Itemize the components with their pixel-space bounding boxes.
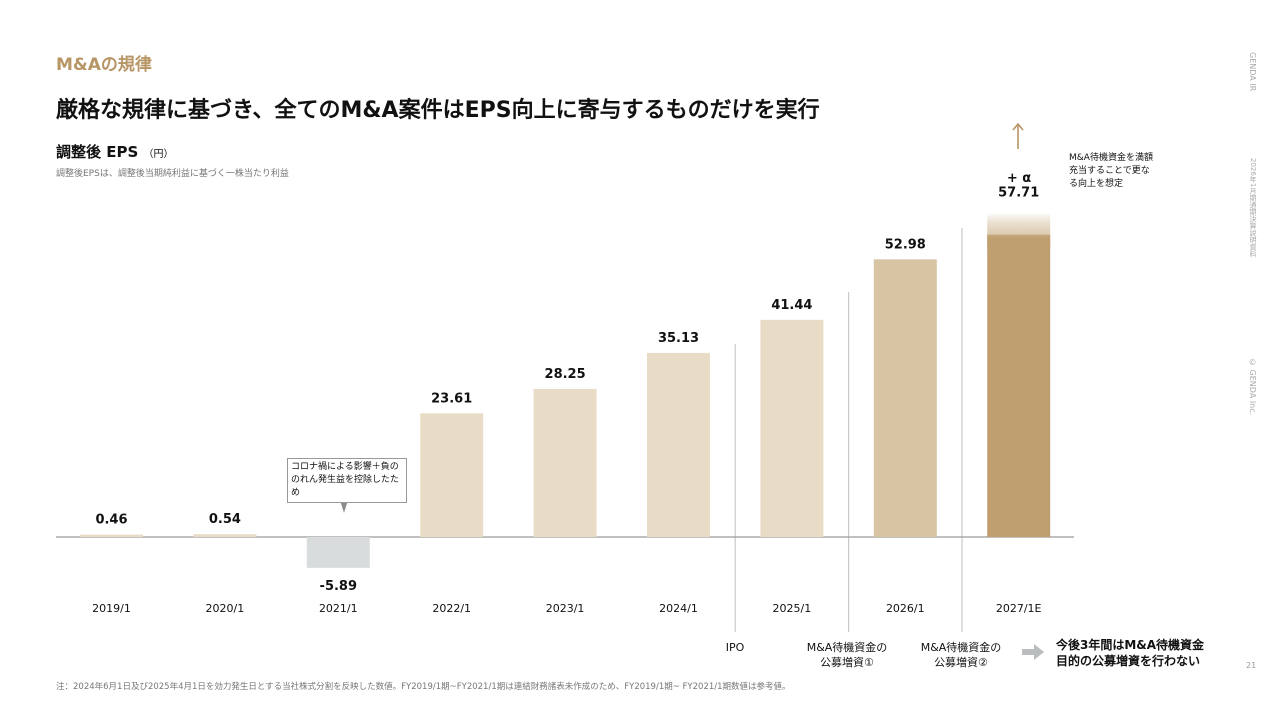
value-label-2024/1: 35.13 [658, 331, 699, 346]
future-policy-note: 今後3年間はM&A待機資金 目的の公募増資を行わない [1056, 637, 1204, 669]
alpha-label: + α [1006, 171, 1032, 186]
page-title: 厳格な規律に基づき、全てのM&A案件はEPS向上に寄与するものだけを実行 [56, 98, 820, 123]
value-label-2026/1: 52.98 [885, 237, 926, 252]
tick-label-2027/1: 2027/1E [996, 602, 1042, 615]
note-pointer [340, 500, 348, 513]
event-offering-1-line1: M&A待機資金の [806, 641, 888, 654]
bar-series [80, 212, 1051, 568]
upside-note-text: M&A待機資金を満額充当することで更なる向上を想定 [1069, 153, 1153, 189]
sidebar-document-title: 2026年1月期通期決算説明資料 [1249, 158, 1257, 258]
future-policy-line2: 目的の公募増資を行わない [1056, 654, 1201, 668]
event-offering-2: M&A待機資金の 公募増資② [911, 640, 1011, 670]
value-label-2025/1: 41.44 [771, 298, 812, 313]
tick-label-2026/1: 2026/1 [886, 602, 925, 615]
tick-label-2021/1: 2021/1 [319, 602, 358, 615]
bar-2021/1 [306, 537, 370, 568]
tick-label-2022/1: 2022/1 [432, 602, 471, 615]
tick-label-2023/1: 2023/1 [546, 602, 585, 615]
bar-2027/1 [987, 234, 1051, 537]
tick-label-2025/1: 2025/1 [773, 602, 812, 615]
upside-note: M&A待機資金を満額充当することで更なる向上を想定 [1069, 152, 1155, 191]
event-offering-1: M&A待機資金の 公募増資① [797, 640, 897, 670]
bar-2022/1 [420, 413, 484, 537]
value-label-2021/1: -5.89 [320, 579, 357, 594]
x-tick-labels: 2019/1 2020/1 2021/1 2022/1 2023/1 2024/1 2025… [92, 602, 1041, 615]
page-number: 21 [1246, 661, 1257, 670]
bar-2024/1 [647, 352, 710, 537]
value-label-2027/1: 57.71 [998, 186, 1039, 201]
tick-label-2019/1: 2019/1 [92, 602, 131, 615]
bar-upside-fade [987, 212, 1051, 249]
value-label-2019/1: 0.46 [95, 513, 127, 528]
sidebar-copyright: © GENDA Inc. [1248, 358, 1257, 416]
chart-unit: （円） [143, 149, 174, 160]
chart-title: 調整後 EPS （円） [56, 141, 174, 162]
tick-label-2024/1: 2024/1 [659, 602, 698, 615]
bar-2023/1 [533, 388, 597, 537]
footnote: 注：2024年6月1日及び2025年4月1日を効力発生日とする当社株式分割を反映… [56, 682, 791, 692]
bar-2026/1 [873, 259, 937, 537]
value-label-2020/1: 0.54 [209, 512, 241, 527]
event-offering-2-line1: M&A待機資金の [920, 641, 1002, 654]
future-policy-line1: 今後3年間はM&A待機資金 [1056, 638, 1205, 652]
up-arrow-icon [1012, 122, 1024, 149]
bar-2025/1 [760, 319, 824, 537]
event-ipo: IPO [725, 641, 745, 654]
tick-label-2020/1: 2020/1 [206, 602, 245, 615]
value-label-2023/1: 28.25 [545, 367, 586, 382]
section-label: M&Aの規律 [56, 55, 152, 75]
right-arrow-icon [1022, 644, 1044, 660]
value-label-2022/1: 23.61 [431, 391, 472, 406]
chart-title-text: 調整後 EPS [56, 143, 139, 161]
sidebar-brand: GENDA IR [1248, 52, 1257, 92]
event-dividers [734, 228, 963, 632]
covid-note: コロナ禍による影響＋負ののれん発生益を控除したため [287, 458, 407, 503]
bar-2020/1 [193, 534, 257, 537]
event-offering-1-line2: 公募増資① [820, 656, 874, 669]
value-labels: 0.46 0.54 -5.89 23.61 28.25 35.13 41.44 52.98 57… [95, 186, 1039, 594]
event-offering-2-line2: 公募増資② [934, 656, 988, 669]
chart-subtitle: 調整後EPSは、調整後当期純利益に基づく一株当たり利益 [56, 169, 289, 179]
bar-2019/1 [80, 534, 143, 537]
